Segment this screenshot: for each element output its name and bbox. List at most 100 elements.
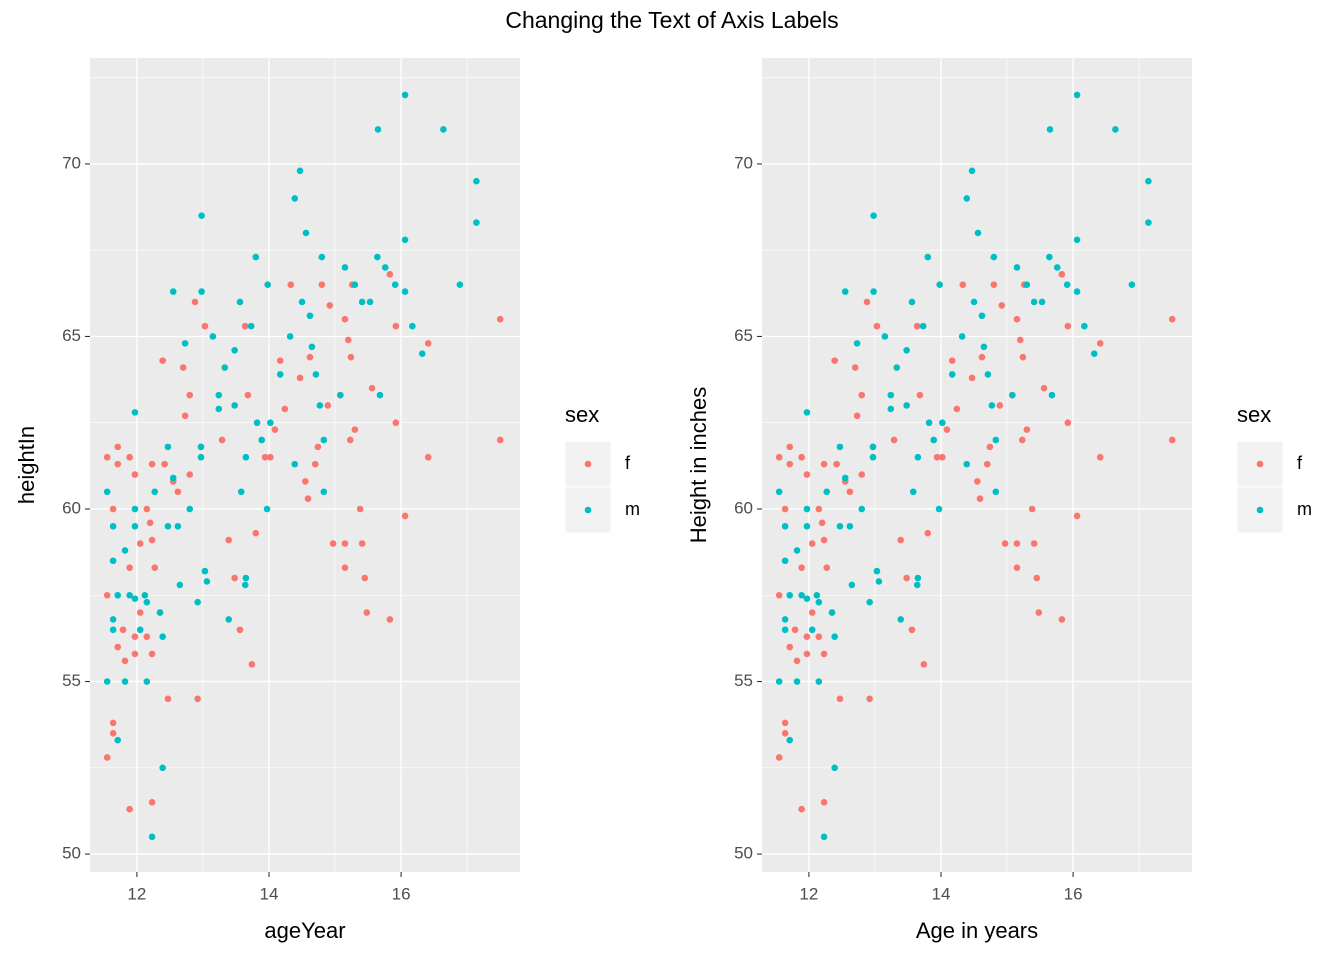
legend-label: f [1297,453,1303,473]
point [786,460,794,468]
point [1013,564,1021,571]
point [781,626,789,634]
point [820,460,828,468]
point [109,729,117,737]
point [143,633,151,640]
point [341,264,349,271]
point [312,371,320,378]
point [324,402,332,409]
point [201,567,209,575]
point [286,333,294,340]
point [261,453,269,461]
point [318,281,326,289]
legend-marker [584,506,592,514]
point [143,505,151,513]
point [409,322,416,330]
point [943,426,951,433]
point [121,547,129,554]
point [218,436,226,444]
point [781,616,789,623]
point [181,340,189,347]
point [893,364,901,371]
y-tick-label: 70 [62,153,81,172]
point [930,436,938,444]
point [401,288,409,295]
point [252,253,260,261]
point [126,453,133,461]
point [968,167,976,175]
point [1058,616,1066,623]
point [197,443,205,451]
point [148,460,156,468]
point [1035,609,1043,616]
point [781,505,789,513]
x-tick-label: 12 [799,884,818,903]
point [237,488,245,496]
point [244,391,252,399]
point [1013,264,1021,271]
point [846,522,854,530]
point [863,298,871,306]
point [1063,281,1071,289]
point [126,564,133,571]
point [248,660,256,668]
point [914,453,922,461]
point [186,471,194,478]
point [836,695,844,703]
point [131,471,139,478]
point [136,626,144,634]
point [887,391,895,399]
point [201,322,209,330]
point [913,581,921,589]
point [786,443,794,451]
point [786,736,794,744]
point [103,591,111,599]
point [858,505,866,513]
point [198,288,205,295]
point [191,298,199,306]
point [159,633,166,640]
point [933,453,941,461]
point [215,405,223,413]
point [351,426,359,433]
point [418,350,426,358]
point [267,419,274,427]
point [939,419,946,427]
y-tick-label: 55 [62,671,81,690]
point [820,798,828,806]
point [236,626,244,634]
point [151,564,159,571]
point [887,405,895,413]
point [1081,322,1088,330]
point [808,540,816,547]
point [1064,322,1072,330]
point [267,453,274,461]
point [992,488,1000,496]
point [374,253,381,261]
point [276,371,284,378]
point [356,505,364,513]
point [341,564,349,571]
point [1112,126,1119,133]
point [914,574,922,582]
x-axis-title: Age in years [916,918,1038,943]
point [314,443,322,451]
point [818,519,826,527]
point [231,402,238,409]
point [473,219,480,226]
point [131,522,139,530]
point [358,298,366,306]
point [298,298,306,306]
point [496,436,504,444]
point [775,488,783,496]
point [897,536,905,544]
point [1168,315,1176,323]
point [456,281,464,289]
point [1023,426,1031,433]
point [866,598,873,606]
point [302,478,309,485]
point [302,229,310,237]
point [803,633,811,640]
point [897,616,905,623]
point [341,540,349,547]
